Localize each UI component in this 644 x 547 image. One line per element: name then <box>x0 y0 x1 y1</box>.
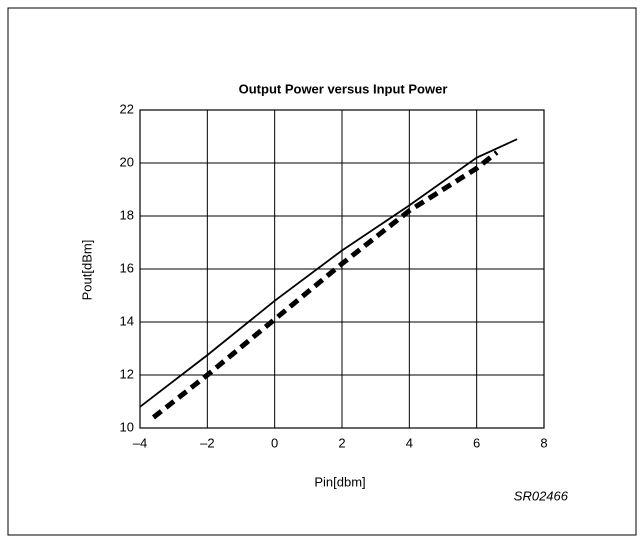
x-tick-label: 6 <box>473 435 480 450</box>
x-tick-label: –4 <box>133 435 147 450</box>
figure-code: SR02466 <box>514 488 569 503</box>
x-tick-label: 8 <box>540 435 547 450</box>
series-line <box>151 150 499 420</box>
frame <box>7 7 637 536</box>
y-tick-label: 14 <box>120 313 134 328</box>
x-tick-label: 4 <box>406 435 413 450</box>
y-tick-label: 20 <box>120 154 134 169</box>
x-tick-label: 2 <box>338 435 345 450</box>
x-tick-label: 0 <box>271 435 278 450</box>
y-tick-label: 12 <box>120 366 134 381</box>
x-tick-label: –2 <box>200 435 214 450</box>
series-line <box>139 138 518 408</box>
chart-title: Output Power versus Input Power <box>239 81 448 96</box>
x-axis-label: Pin[dbm] <box>314 474 365 489</box>
y-tick-label: 18 <box>120 207 134 222</box>
y-tick-label: 10 <box>120 419 134 434</box>
y-tick-label: 22 <box>120 101 134 116</box>
y-tick-label: 16 <box>120 260 134 275</box>
plot-border <box>139 109 545 429</box>
y-axis-label: Pout[dBm] <box>79 240 94 301</box>
